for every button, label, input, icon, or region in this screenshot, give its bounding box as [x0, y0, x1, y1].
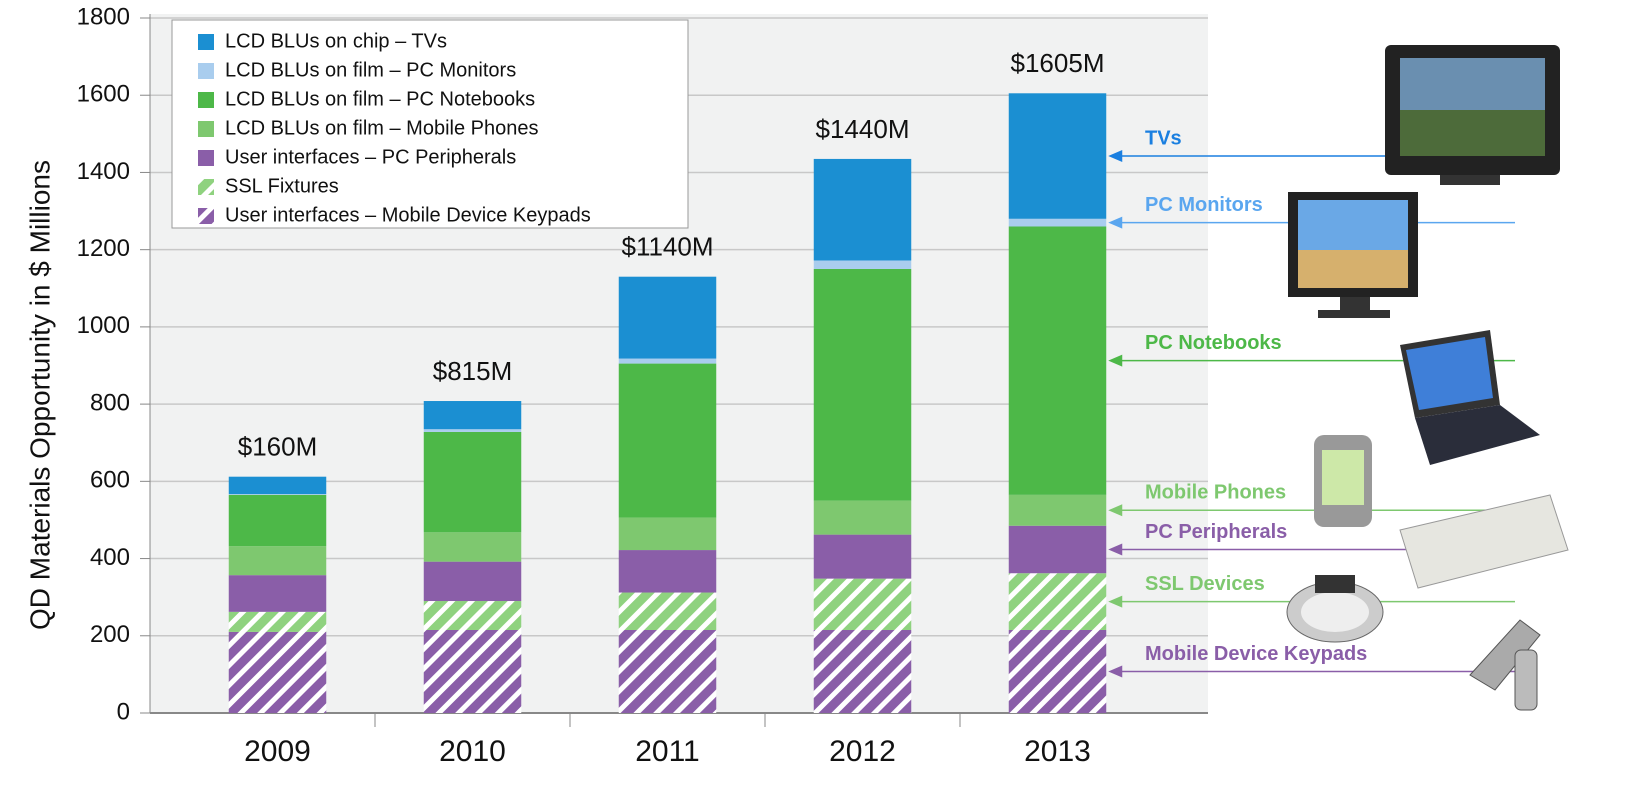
- bar-segment: [228, 476, 327, 495]
- bar-segment: [813, 500, 912, 535]
- bar-segment: [423, 629, 522, 713]
- bar-segment: [228, 546, 327, 576]
- y-tick-label: 1400: [77, 158, 130, 185]
- total-label: $1605M: [1011, 48, 1105, 78]
- legend-swatch: [198, 208, 214, 224]
- callout-arrowhead: [1108, 150, 1123, 163]
- callout-label: Mobile Device Keypads: [1145, 643, 1367, 665]
- bar-segment: [228, 494, 327, 547]
- flip-phone-icon: [1469, 619, 1541, 711]
- x-tick-label: 2011: [635, 735, 700, 768]
- legend-swatch: [198, 63, 214, 79]
- legend-label: LCD BLUs on film – PC Monitors: [225, 59, 516, 81]
- callout-arrowhead: [1108, 665, 1123, 678]
- legend-swatch: [198, 179, 214, 195]
- callout-label: SSL Devices: [1145, 573, 1265, 595]
- bar-segment: [813, 260, 912, 269]
- total-label: $1140M: [621, 232, 713, 262]
- legend-swatch: [198, 121, 214, 137]
- total-label: $815M: [433, 356, 513, 386]
- bar-segment: [813, 534, 912, 579]
- bar-segment: [813, 629, 912, 713]
- legend-label: LCD BLUs on chip – TVs: [225, 30, 447, 52]
- product-icons: [1286, 45, 1569, 711]
- bar-segment: [228, 611, 327, 632]
- callout-label: PC Monitors: [1145, 194, 1263, 216]
- bar-segment: [618, 629, 717, 713]
- bar-segment: [228, 575, 327, 612]
- bar-segment: [423, 431, 522, 533]
- legend-label: User interfaces – PC Peripherals: [225, 146, 516, 168]
- bar-segment: [228, 494, 327, 495]
- callout-label: TVs: [1145, 127, 1182, 149]
- total-label: $160M: [238, 432, 318, 462]
- bar-segment: [1008, 93, 1107, 219]
- keyboard-icon: [1399, 494, 1569, 589]
- bar-segment: [618, 363, 717, 518]
- legend-box: [171, 19, 689, 229]
- bar-segment: [813, 158, 912, 261]
- callout-arrowhead: [1108, 543, 1123, 556]
- light-icon: [1286, 575, 1384, 643]
- legend-label: LCD BLUs on film – PC Notebooks: [225, 88, 535, 110]
- bar-segment: [228, 631, 327, 713]
- bar-segment: [1008, 629, 1107, 713]
- legend-label: User interfaces – Mobile Device Keypads: [225, 204, 591, 226]
- legend: LCD BLUs on chip – TVs LCD BLUs on film –…: [198, 30, 591, 226]
- phone-icon: [1314, 435, 1372, 527]
- bar-segment: [1008, 573, 1107, 630]
- y-axis-label: QD Materials Opportunity in $ Millions: [24, 160, 55, 630]
- y-tick-label: 400: [90, 544, 130, 571]
- total-label: $1440M: [816, 114, 910, 144]
- monitor-icon: [1288, 192, 1418, 318]
- bar-segment: [423, 429, 522, 432]
- x-tick-label: 2009: [244, 735, 311, 768]
- x-tick-label: 2013: [1024, 735, 1091, 768]
- legend-label: SSL Fixtures: [225, 175, 339, 197]
- callout-label: PC Notebooks: [1145, 332, 1282, 354]
- bar-segment: [618, 592, 717, 630]
- y-tick-label: 600: [90, 467, 130, 494]
- bar-segment: [423, 601, 522, 630]
- bar-segment: [813, 578, 912, 630]
- bar-segment: [1008, 218, 1107, 227]
- y-tick-label: 800: [90, 389, 130, 416]
- callout-label: PC Peripherals: [1145, 521, 1287, 543]
- callout-arrowhead: [1108, 216, 1123, 229]
- callouts: Mobile Device Keypads SSL Devices PC Perip…: [1108, 127, 1515, 678]
- bar-segment: [1008, 494, 1107, 526]
- callout-arrowhead: [1108, 595, 1123, 608]
- x-tick-label: 2010: [439, 735, 506, 768]
- legend-swatch: [198, 150, 214, 166]
- bar-segment: [618, 550, 717, 593]
- y-tick-label: 1200: [77, 235, 130, 262]
- bar-segment: [813, 268, 912, 501]
- bar-segment: [618, 276, 717, 359]
- bar-segment: [618, 517, 717, 551]
- bar-segment: [618, 358, 717, 364]
- y-tick-label: 1600: [77, 81, 130, 108]
- callout-arrowhead: [1108, 354, 1123, 367]
- tv-icon: [1385, 45, 1560, 185]
- x-tick-label: 2012: [829, 735, 896, 768]
- y-tick-label: 0: [117, 698, 130, 725]
- y-tick-label: 1800: [77, 3, 130, 30]
- legend-label: LCD BLUs on film – Mobile Phones: [225, 117, 538, 139]
- callout-arrowhead: [1108, 504, 1123, 517]
- legend-swatch: [198, 92, 214, 108]
- bar-segment: [423, 532, 522, 562]
- bar-segment: [423, 401, 522, 430]
- y-tick-label: 200: [90, 621, 130, 648]
- legend-swatch: [198, 34, 214, 50]
- y-tick-label: 1000: [77, 312, 130, 339]
- bar-segment: [423, 561, 522, 602]
- callout-label: Mobile Phones: [1145, 482, 1286, 504]
- bar-segment: [1008, 525, 1107, 574]
- plot: 0 200 400 600 800 1000 1200 1400 1600 1800 2009 $16…: [77, 3, 1208, 768]
- bar-segment: [1008, 226, 1107, 495]
- laptop-icon: [1400, 330, 1540, 465]
